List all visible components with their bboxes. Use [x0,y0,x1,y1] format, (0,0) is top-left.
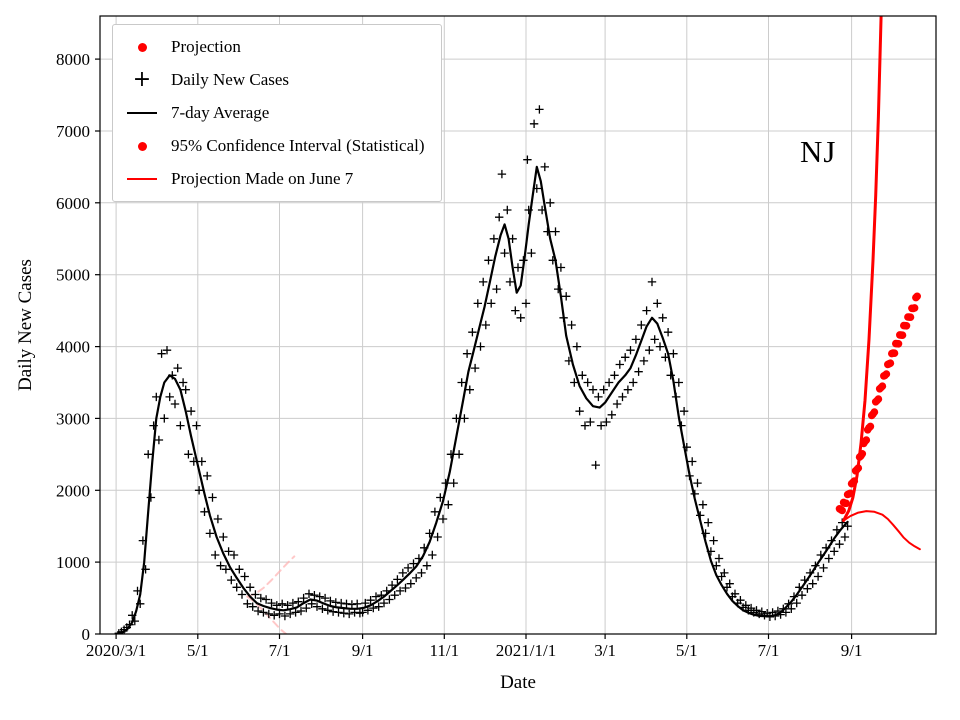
projection-dot [846,489,855,498]
legend-item-7-day-average: 7-day Average [123,100,425,126]
x-tick-label: 7/1 [758,641,780,660]
series-june7-projection-lower [246,595,288,634]
y-tick-label: 2000 [56,481,90,500]
legend-item-daily-new-cases: + Daily New Cases [123,67,425,93]
red-dot-marker-icon [123,141,161,151]
y-tick-label: 1000 [56,553,90,572]
projection-dot [902,322,911,330]
x-tick-label: 9/1 [352,641,374,660]
projection-dot [842,499,850,508]
projection-dot [910,304,919,312]
y-tick-label: 5000 [56,266,90,285]
y-tick-label: 8000 [56,50,90,69]
series-ci-lower [842,510,921,551]
projection-dot [898,331,907,340]
legend: Projection + Daily New Cases 7-day Avera… [112,24,442,202]
y-tick-label: 3000 [56,409,90,428]
y-tick-label: 6000 [56,194,90,213]
plot-area [114,16,921,634]
projection-dot [874,395,883,403]
x-tick-label: 7/1 [269,641,291,660]
y-tick-label: 7000 [56,122,90,141]
projection-dot [838,506,846,515]
plus-marker-icon: + [132,67,152,92]
black-line-marker-icon [123,111,161,115]
x-tick-label: 2021/1/1 [496,641,556,660]
x-axis-label: Date [500,672,536,693]
axes-spines [99,15,937,635]
x-tick-label: 5/1 [187,641,209,660]
red-line-marker-icon [123,177,161,181]
projection-dot [866,422,875,431]
y-tick-label: 0 [82,625,91,644]
legend-item-projection-june7: Projection Made on June 7 [123,166,425,192]
x-tick-label: 3/1 [594,641,616,660]
projection-dot [906,313,915,322]
legend-label: 7-day Average [171,103,270,122]
x-tick-label: 5/1 [676,641,698,660]
x-tick-label: 2020/3/1 [86,641,146,660]
x-tick-label: 11/1 [430,641,460,660]
series-seven-day-average [114,165,849,634]
legend-item-confidence-interval: 95% Confidence Interval (Statistical) [123,133,425,159]
projection-dot [913,292,921,301]
legend-item-projection: Projection [123,34,425,60]
projection-dot [858,450,867,458]
legend-label: Projection Made on June 7 [171,169,354,188]
state-annotation: NJ [800,134,837,169]
projection-dot [886,359,895,368]
legend-label: Projection [171,37,241,56]
projection-dot [882,370,891,378]
series-projection-dots [835,292,921,515]
series-ci-upper [842,16,883,522]
y-axis-label: Daily New Cases [15,259,36,391]
projection-dot [890,349,899,358]
projection-dot [850,477,859,485]
projection-dot [894,340,903,348]
y-tick-label: 4000 [56,338,90,357]
legend-label: Daily New Cases [171,70,290,89]
projection-dot [878,382,887,391]
x-tick-label: 9/1 [841,641,863,660]
legend-label: 95% Confidence Interval (Statistical) [171,136,425,155]
projection-dot [862,436,871,444]
projection-dot [854,464,863,472]
red-dot-marker-icon [123,42,161,52]
series-june7-projection-upper [246,555,296,598]
projection-dot [870,408,879,416]
